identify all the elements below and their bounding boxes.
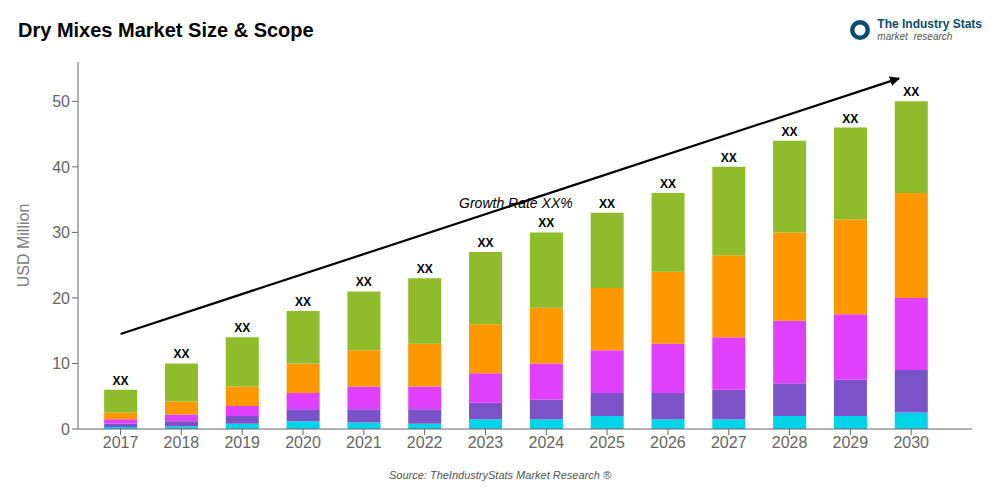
html-text:market research: market research [877,31,953,43]
svg-text:2030: 2030 [893,434,929,451]
svg-text:XX: XX [721,151,737,165]
svg-text:2017: 2017 [103,434,139,451]
svg-text:USD Million: USD Million [15,204,32,288]
svg-text:XX: XX [903,85,919,99]
svg-text:XX: XX [477,236,493,250]
html-text:The Industry Stats: The Industry Stats [877,16,982,31]
html-text:Source: TheIndustryStats Marke: Source: TheIndustryStats Market Research… [389,469,611,481]
svg-text:2025: 2025 [589,434,625,451]
svg-text:XX: XX [660,177,676,191]
svg-text:XX: XX [599,197,615,211]
svg-text:XX: XX [842,112,858,126]
svg-text:XX: XX [417,262,433,276]
svg-text:2027: 2027 [711,434,747,451]
svg-text:2022: 2022 [407,434,443,451]
svg-text:2023: 2023 [468,434,504,451]
html-text:Dry Mixes Market Size & Scope: Dry Mixes Market Size & Scope [18,18,314,41]
svg-text:0: 0 [61,421,70,438]
svg-text:2028: 2028 [772,434,808,451]
svg-text:40: 40 [52,159,70,176]
svg-text:XX: XX [538,216,554,230]
svg-text:Growth Rate XX%: Growth Rate XX% [459,195,573,211]
svg-text:2019: 2019 [224,434,260,451]
svg-text:XX: XX [356,275,372,289]
svg-text:2018: 2018 [164,434,200,451]
svg-text:XX: XX [782,125,798,139]
svg-text:XX: XX [173,347,189,361]
svg-text:XX: XX [234,321,250,335]
svg-text:2020: 2020 [285,434,321,451]
svg-text:20: 20 [52,290,70,307]
svg-text:10: 10 [52,355,70,372]
svg-text:2021: 2021 [346,434,382,451]
svg-text:2029: 2029 [833,434,869,451]
svg-text:50: 50 [52,93,70,110]
svg-text:XX: XX [295,295,311,309]
svg-text:XX: XX [113,374,129,388]
svg-text:30: 30 [52,224,70,241]
svg-text:2026: 2026 [650,434,686,451]
svg-text:2024: 2024 [528,434,564,451]
